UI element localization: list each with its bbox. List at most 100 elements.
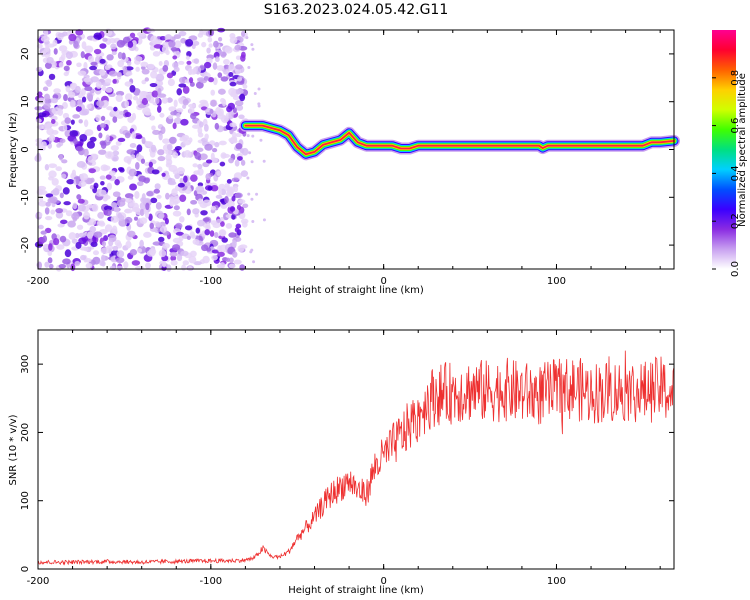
spectrogram-cell xyxy=(149,222,154,229)
spectrogram-cell xyxy=(44,62,52,69)
spectrogram-cell xyxy=(178,30,187,37)
spectrogram-cell xyxy=(108,70,118,77)
spectrogram-cell xyxy=(223,58,230,65)
spectrogram-cell xyxy=(140,61,149,67)
spectrogram-cell xyxy=(209,108,214,115)
spectrogram-cell xyxy=(104,78,112,84)
spectrogram-cell xyxy=(153,39,163,45)
spectrogram-cell xyxy=(59,192,64,199)
spectrogram-cell xyxy=(250,248,254,252)
spectrogram-y-label: Frequency (Hz) xyxy=(8,112,19,188)
spectrogram-cell xyxy=(68,33,77,42)
spectrogram-cell xyxy=(133,216,138,221)
spectrogram-y-ticks: 20 10 0 -10 -20 xyxy=(20,48,674,253)
spectrogram-cell xyxy=(153,188,160,194)
spectrogram-cell xyxy=(62,124,68,132)
spectrogram-cell xyxy=(235,142,243,150)
spectrogram-cell xyxy=(86,103,92,110)
spectrogram-cell xyxy=(86,140,95,149)
spectrogram-cell xyxy=(117,60,125,68)
spectrogram-cell xyxy=(219,221,225,227)
spectrogram-cell xyxy=(52,187,60,196)
spectrogram-cell xyxy=(224,196,229,204)
spectrogram-cell xyxy=(38,224,44,230)
spectrogram-cell xyxy=(225,257,231,262)
spectrogram-cell xyxy=(84,86,93,92)
spectrogram-cell xyxy=(235,104,244,111)
spectrogram-cell xyxy=(214,232,219,238)
spectrogram-cell xyxy=(195,81,204,89)
spectrogram-cell xyxy=(108,170,116,176)
spectrogram-cell xyxy=(207,185,213,191)
spectrogram-cell xyxy=(195,227,201,234)
spectrogram-cell xyxy=(166,72,174,79)
spectrogram-cell xyxy=(104,224,113,232)
spectrogram-cell xyxy=(143,177,150,184)
spectrogram-cell xyxy=(56,244,65,250)
spectrogram-cell xyxy=(121,52,126,60)
spectrogram-cell xyxy=(228,157,234,164)
spectrogram-cell xyxy=(228,232,237,238)
spectrogram-cell xyxy=(67,220,76,228)
spectrogram-cell xyxy=(158,60,163,67)
spectrogram-cell xyxy=(167,180,177,186)
spectrogram-cell xyxy=(151,125,156,131)
spectrogram-cell xyxy=(257,87,261,91)
spectrogram-cell xyxy=(182,139,192,146)
colorbar-tick-label: 0.2 xyxy=(730,213,741,229)
spectrogram-cell xyxy=(117,212,123,219)
spectrogram-cell xyxy=(231,177,239,182)
spectrogram-x-ticks: -200 -100 0 100 xyxy=(27,30,661,287)
spectrogram-cell xyxy=(67,91,76,98)
spectrogram-cell xyxy=(169,136,177,144)
spectrogram-cell xyxy=(100,115,106,122)
spectrogram-cell xyxy=(129,183,138,191)
spectrogram-cell xyxy=(55,166,63,172)
spectrogram-cell xyxy=(189,231,195,238)
spectrogram-cell xyxy=(207,36,213,43)
spectrogram-cell xyxy=(124,100,130,108)
spectrogram-cell xyxy=(247,192,251,196)
spectrogram-cell xyxy=(233,259,242,265)
spectrogram-cell xyxy=(246,134,250,138)
spectrogram-cell xyxy=(159,225,168,233)
spectrogram-cell xyxy=(234,44,242,51)
spectrogram-cell xyxy=(100,247,110,254)
spectrogram-cell xyxy=(119,167,125,173)
spectrogram-cell xyxy=(123,65,128,74)
spectrogram-cell xyxy=(257,104,261,108)
spectrogram-cell xyxy=(137,104,147,109)
spectrogram-cell xyxy=(251,219,255,223)
spectrogram-cell xyxy=(240,159,246,166)
spectrogram-cell xyxy=(93,48,102,55)
spectrogram-cell xyxy=(48,170,57,179)
spectrogram-cell xyxy=(48,134,56,142)
spectrogram-cell xyxy=(202,255,210,264)
spectrogram-cell xyxy=(235,132,242,138)
spectrogram-cell xyxy=(131,260,141,266)
spectrogram-cell xyxy=(87,55,94,63)
spectrogram-cell xyxy=(192,67,197,75)
spectrogram-cell xyxy=(89,65,98,71)
spectrogram-cell xyxy=(63,94,68,102)
spectrogram-cell xyxy=(183,175,188,183)
spectrogram-cell xyxy=(115,114,124,119)
spectrogram-cell xyxy=(112,116,118,123)
spectrogram-cell xyxy=(190,174,198,182)
spectrogram-cell xyxy=(64,117,71,124)
spectrogram-cell xyxy=(240,170,249,177)
spectrogram-cell xyxy=(219,98,226,103)
spectrogram-cell xyxy=(112,79,117,84)
spectrogram-cell xyxy=(45,193,54,198)
spectrogram-cell xyxy=(74,260,81,267)
spectrogram-cell xyxy=(140,91,148,96)
spectrogram-cell xyxy=(130,154,136,160)
spectrogram-cell xyxy=(59,235,67,243)
spectrogram-cell xyxy=(135,134,143,140)
spectrogram-cell xyxy=(180,250,189,257)
spectrogram-cell xyxy=(42,235,48,243)
spectrogram-cell xyxy=(83,247,89,252)
spectrogram-cell xyxy=(216,65,225,71)
spectrogram-cell xyxy=(162,65,169,72)
spectrogram-cell xyxy=(235,223,242,229)
